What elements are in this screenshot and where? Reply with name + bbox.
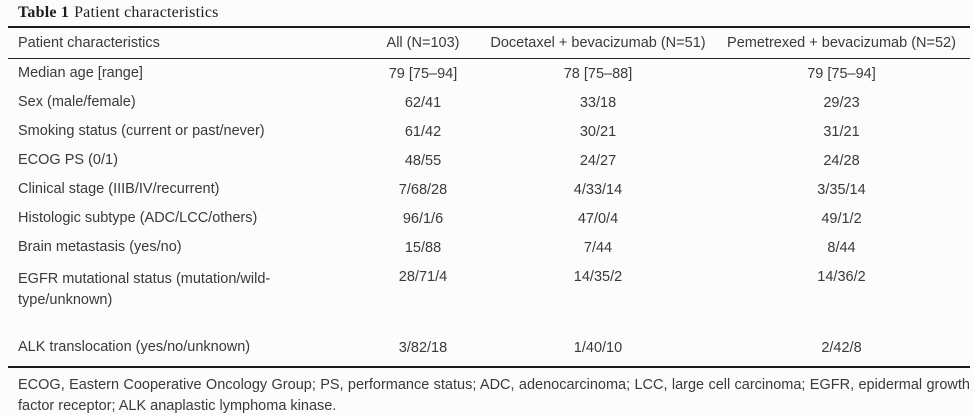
table-row: Median age [range] 79 [75–94] 78 [75–88]… bbox=[8, 59, 970, 89]
row-label: Smoking status (current or past/never) bbox=[18, 123, 265, 139]
cell-all: 61/42 bbox=[404, 123, 442, 140]
cell-docetaxel: 24/27 bbox=[579, 152, 617, 169]
cell-docetaxel: 78 [75–88] bbox=[563, 65, 633, 82]
table-row: Sex (male/female) 62/41 33/18 29/23 bbox=[8, 88, 970, 117]
cell-pemetrexed: 3/35/14 bbox=[817, 181, 866, 198]
table-row: ECOG PS (0/1) 48/55 24/27 24/28 bbox=[8, 146, 970, 175]
row-label: ALK translocation (yes/no/unknown) bbox=[8, 329, 363, 368]
patient-characteristics-table: Patient characteristics All (N=103) Doce… bbox=[8, 28, 970, 368]
row-label: Clinical stage (IIIB/IV/recurrent) bbox=[18, 181, 220, 197]
row-label: Brain metastasis (yes/no) bbox=[18, 239, 182, 255]
cell-all: 3/82/18 bbox=[363, 329, 483, 368]
cell-all: 7/68/28 bbox=[398, 181, 448, 198]
cell-pemetrexed: 2/42/8 bbox=[713, 329, 970, 368]
table-row: Brain metastasis (yes/no) 15/88 7/44 8/4… bbox=[8, 233, 970, 262]
table-row: ALK translocation (yes/no/unknown) 3/82/… bbox=[8, 329, 970, 368]
cell-all: 28/71/4 bbox=[398, 269, 448, 285]
cell-pemetrexed: 31/21 bbox=[823, 123, 860, 140]
column-header-all: All (N=103) bbox=[363, 28, 483, 59]
cell-pemetrexed: 79 [75–94] bbox=[807, 65, 876, 82]
cell-docetaxel: 30/21 bbox=[579, 123, 617, 140]
row-label: Histologic subtype (ADC/LCC/others) bbox=[18, 210, 258, 226]
column-header-docetaxel: Docetaxel + bevacizumab (N=51) bbox=[483, 28, 713, 59]
table-title: Table 1 Patient characteristics bbox=[8, 0, 970, 28]
row-label: Sex (male/female) bbox=[18, 94, 136, 110]
cell-pemetrexed: 8/44 bbox=[827, 239, 856, 256]
table-number: Table 1 bbox=[18, 4, 70, 21]
cell-all: 48/55 bbox=[404, 152, 442, 169]
cell-all: 62/41 bbox=[404, 94, 442, 111]
table-row: Clinical stage (IIIB/IV/recurrent) 7/68/… bbox=[8, 175, 970, 204]
column-header-characteristics: Patient characteristics bbox=[8, 28, 363, 59]
table-figure: Table 1 Patient characteristics Patient c… bbox=[8, 0, 970, 415]
cell-docetaxel: 4/33/14 bbox=[573, 181, 623, 198]
cell-docetaxel: 1/40/10 bbox=[483, 329, 713, 368]
cell-docetaxel: 33/18 bbox=[579, 94, 617, 111]
cell-pemetrexed: 14/36/2 bbox=[817, 269, 866, 285]
cell-all: 79 [75–94] bbox=[388, 65, 458, 82]
cell-all: 15/88 bbox=[404, 239, 442, 256]
cell-docetaxel: 47/0/4 bbox=[577, 210, 619, 227]
table-row: EGFR mutational status (mutation/wild-ty… bbox=[8, 262, 970, 329]
table-footnote: ECOG, Eastern Cooperative Oncology Group… bbox=[18, 377, 970, 414]
cell-docetaxel: 7/44 bbox=[583, 239, 613, 256]
cell-docetaxel: 14/35/2 bbox=[573, 269, 623, 285]
row-label: ECOG PS (0/1) bbox=[18, 152, 118, 168]
table-row: Histologic subtype (ADC/LCC/others) 96/1… bbox=[8, 204, 970, 233]
cell-all: 96/1/6 bbox=[402, 210, 444, 227]
cell-pemetrexed: 24/28 bbox=[823, 152, 860, 169]
cell-pemetrexed: 49/1/2 bbox=[821, 210, 862, 227]
table-row: Smoking status (current or past/never) 6… bbox=[8, 117, 970, 146]
cell-pemetrexed: 29/23 bbox=[823, 94, 860, 111]
table-header-row: Patient characteristics All (N=103) Doce… bbox=[8, 28, 970, 59]
column-header-pemetrexed: Pemetrexed + bevacizumab (N=52) bbox=[713, 28, 970, 59]
row-label: EGFR mutational status (mutation/wild-ty… bbox=[18, 271, 271, 308]
table-caption: Patient characteristics bbox=[74, 4, 219, 21]
row-label: Median age [range] bbox=[18, 65, 143, 81]
